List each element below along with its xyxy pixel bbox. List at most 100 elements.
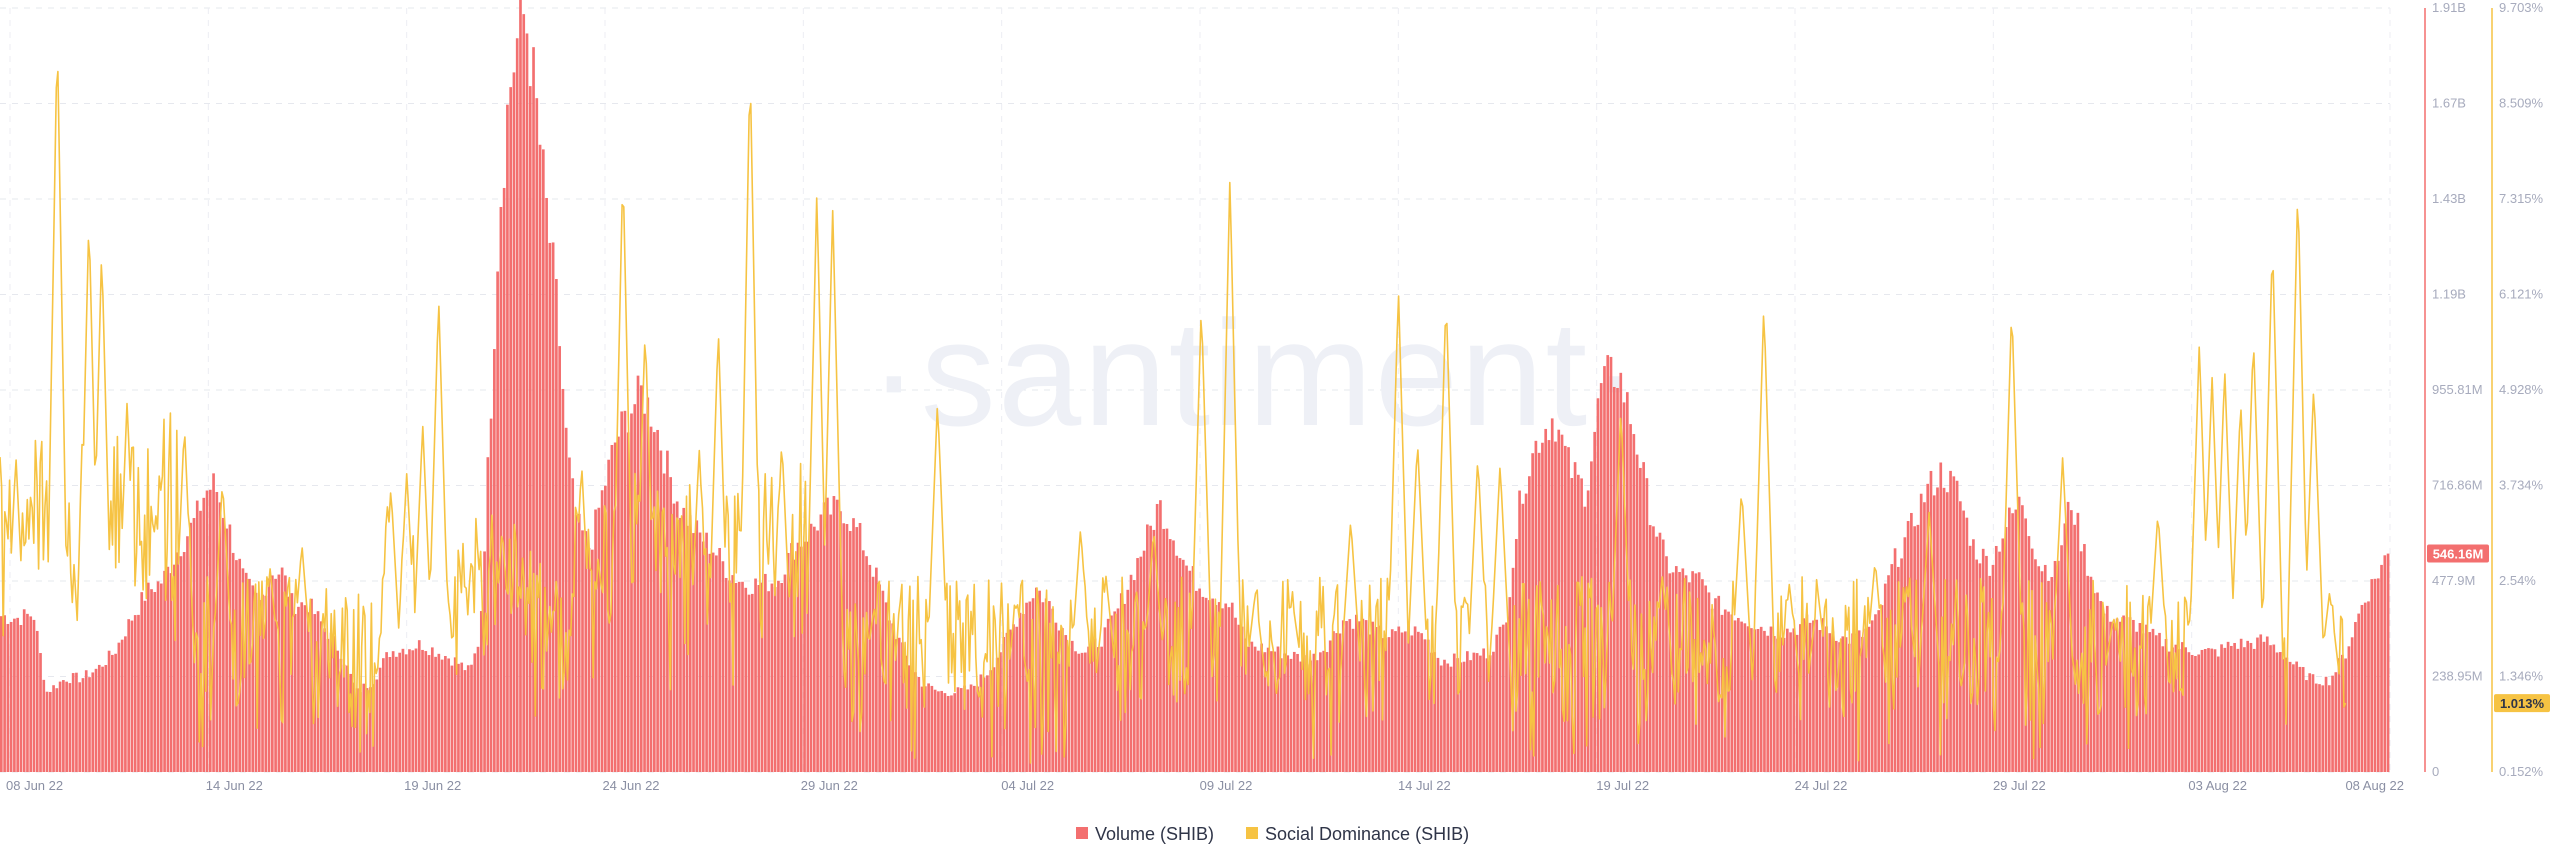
x-tick-label: 14 Jun 22 xyxy=(206,778,263,793)
volume-bar xyxy=(1407,623,1410,772)
volume-bar xyxy=(1717,595,1721,772)
volume-bar xyxy=(2119,621,2122,772)
volume-bar xyxy=(806,541,810,772)
volume-bar xyxy=(2223,647,2227,772)
volume-bar xyxy=(685,525,689,772)
x-tick-label: 19 Jun 22 xyxy=(404,778,461,793)
volume-bar xyxy=(698,532,702,772)
volume-bar xyxy=(1505,622,1508,772)
volume-bar xyxy=(2158,632,2161,772)
volume-bar xyxy=(391,651,395,772)
volume-bar xyxy=(594,509,597,772)
volume-bar xyxy=(163,570,166,772)
volume-bar xyxy=(1132,580,1136,772)
volume-bar xyxy=(1061,628,1064,772)
volume-bar xyxy=(493,349,496,772)
volume-bar xyxy=(901,642,904,772)
volume-bar xyxy=(3,615,6,772)
legend-label-social-dominance[interactable]: Social Dominance (SHIB) xyxy=(1265,824,1469,844)
volume-bar xyxy=(1296,653,1299,772)
volume-bar xyxy=(708,553,712,772)
volume-bar xyxy=(1805,614,1809,772)
volume-bar xyxy=(2102,613,2106,772)
volume-bar xyxy=(238,558,242,772)
volume-bar xyxy=(421,649,424,772)
volume-bar xyxy=(1417,631,1420,772)
volume-bar xyxy=(169,573,173,772)
volume-tick-label: 0 xyxy=(2432,764,2439,779)
volume-bar xyxy=(35,630,39,772)
volume-bar xyxy=(1753,629,1756,772)
volume-bar xyxy=(1469,660,1472,772)
volume-bar xyxy=(1443,659,1446,772)
volume-bar xyxy=(509,87,513,772)
volume-tick-label: 1.67B xyxy=(2432,96,2466,111)
volume-bar xyxy=(604,485,607,772)
volume-bar xyxy=(2259,634,2263,772)
volume-bar xyxy=(2014,509,2018,772)
volume-bar xyxy=(2190,654,2194,772)
volume-bar xyxy=(1812,620,1815,772)
volume-bar xyxy=(878,584,881,772)
volume-bar xyxy=(907,665,911,772)
volume-bar xyxy=(734,583,738,772)
volume-bar xyxy=(617,436,620,772)
volume-bar xyxy=(1508,597,1512,772)
legend-label-volume[interactable]: Volume (SHIB) xyxy=(1095,824,1214,844)
volume-bar xyxy=(2367,601,2370,772)
volume-bar xyxy=(2357,613,2361,772)
volume-bar xyxy=(1322,650,1326,772)
volume-bar xyxy=(271,575,274,772)
volume-bar xyxy=(1341,620,1345,772)
volume-bar xyxy=(2164,639,2168,772)
volume-bar xyxy=(666,450,669,772)
volume-bar xyxy=(1550,418,1554,772)
volume-bar xyxy=(1632,434,1636,772)
volume-bar xyxy=(65,681,68,772)
volume-bar xyxy=(2301,667,2305,772)
volume-bar xyxy=(319,621,323,772)
volume-bar xyxy=(1834,640,1838,772)
x-tick-label: 24 Jul 22 xyxy=(1795,778,1848,793)
volume-bar xyxy=(19,624,23,772)
volume-bar xyxy=(1802,618,1805,772)
x-tick-label: 19 Jul 22 xyxy=(1596,778,1649,793)
volume-bar xyxy=(111,654,114,772)
volume-bar xyxy=(199,510,202,772)
volume-bar xyxy=(1733,620,1737,772)
volume-bar xyxy=(2380,564,2383,772)
volume-bar xyxy=(1452,653,1456,772)
volume-bar xyxy=(1051,608,1055,772)
volume-bar xyxy=(695,520,699,772)
volume-bar xyxy=(16,617,19,772)
volume-bar xyxy=(532,47,535,773)
volume-bar xyxy=(257,599,261,772)
volume-bar xyxy=(2236,648,2240,772)
volume-bar xyxy=(653,432,656,772)
volume-bar xyxy=(1384,637,1388,772)
volume-bar xyxy=(1335,633,1339,772)
volume-bar xyxy=(430,647,434,772)
volume-bar xyxy=(610,445,614,772)
volume-bar xyxy=(1449,666,1453,772)
volume-bar xyxy=(352,682,356,772)
volume-bar xyxy=(2203,649,2207,772)
volume-bar xyxy=(822,502,826,772)
volume-bar xyxy=(744,587,748,772)
volume-bar xyxy=(515,38,519,773)
volume-bar xyxy=(473,653,477,772)
x-tick-label: 08 Jun 22 xyxy=(6,778,63,793)
volume-bar xyxy=(1926,483,1930,772)
volume-bar xyxy=(1681,568,1685,772)
volume-bar xyxy=(2341,654,2344,772)
volume-bar xyxy=(1864,628,1867,772)
volume-bar xyxy=(9,621,13,772)
social-dominance-tick-label: 9.703% xyxy=(2499,0,2544,15)
volume-bar xyxy=(375,679,379,772)
volume-bar xyxy=(1456,658,1459,772)
volume-bar xyxy=(1368,634,1371,772)
volume-bar xyxy=(68,683,72,772)
volume-bar xyxy=(143,600,147,772)
axes: 0 238.95M 477.9M 716.86M 955.81M 1.19B 1.43B 1.… xyxy=(6,0,2550,793)
volume-bar xyxy=(1077,653,1081,772)
